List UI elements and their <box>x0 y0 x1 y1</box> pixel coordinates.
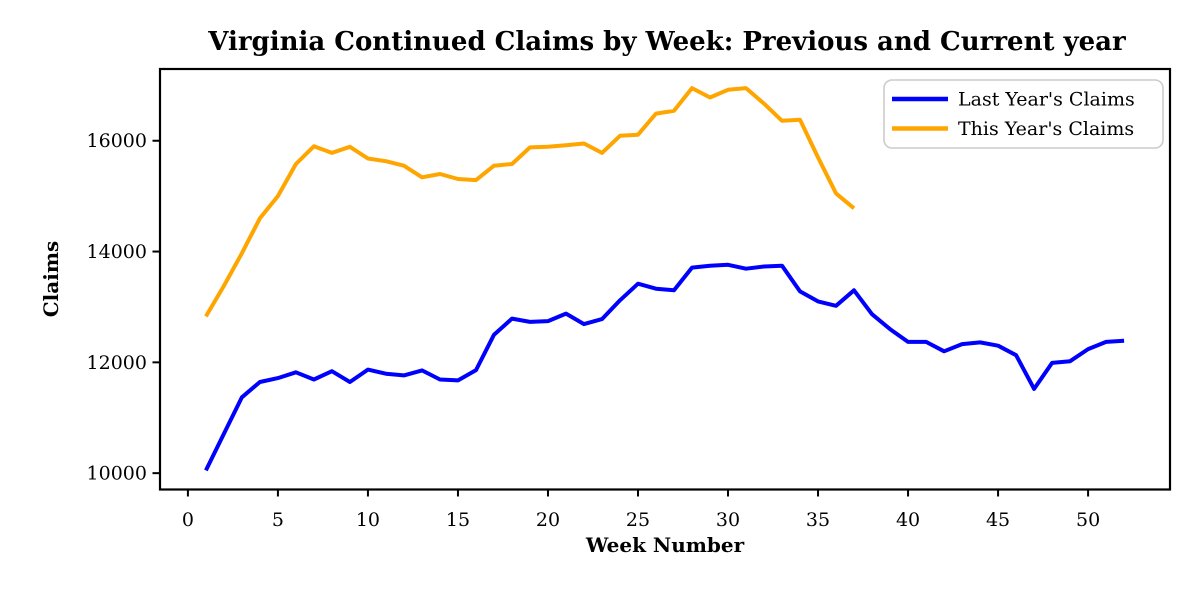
legend-box <box>883 79 1164 149</box>
plot-frame <box>158 67 1172 491</box>
y-tick-label-16000: 16000 <box>87 130 147 152</box>
series-lines <box>204 86 1125 472</box>
chart-title: Virginia Continued Claims by Week: Previ… <box>207 27 1126 57</box>
legend: Last Year's Claims This Year's Claims <box>883 79 1164 149</box>
x-tick-label-30: 30 <box>716 509 740 531</box>
y-axis-label: Claims <box>39 241 63 318</box>
y-axis-ticks: 10000 12000 14000 16000 <box>87 130 160 485</box>
x-tick-label-15: 15 <box>446 509 470 531</box>
series-line-last-year <box>204 262 1125 472</box>
x-tick-label-35: 35 <box>806 509 830 531</box>
y-tick-label-10000: 10000 <box>87 463 147 485</box>
series-line-this-year <box>204 86 856 318</box>
x-tick-label-25: 25 <box>626 509 650 531</box>
legend-label-last-year: Last Year's Claims <box>958 89 1135 111</box>
x-tick-label-45: 45 <box>986 509 1010 531</box>
x-tick-label-40: 40 <box>896 509 920 531</box>
x-axis-label: Week Number <box>585 533 745 557</box>
x-tick-label-50: 50 <box>1076 509 1100 531</box>
y-tick-label-12000: 12000 <box>87 352 147 374</box>
x-tick-label-0: 0 <box>182 509 194 531</box>
x-tick-label-5: 5 <box>272 509 284 531</box>
x-axis-ticks: 0 5 10 15 20 25 30 35 40 45 50 <box>182 489 1100 531</box>
legend-label-this-year: This Year's Claims <box>958 118 1134 140</box>
x-tick-label-20: 20 <box>536 509 560 531</box>
y-tick-label-14000: 14000 <box>87 241 147 263</box>
x-tick-label-10: 10 <box>356 509 380 531</box>
